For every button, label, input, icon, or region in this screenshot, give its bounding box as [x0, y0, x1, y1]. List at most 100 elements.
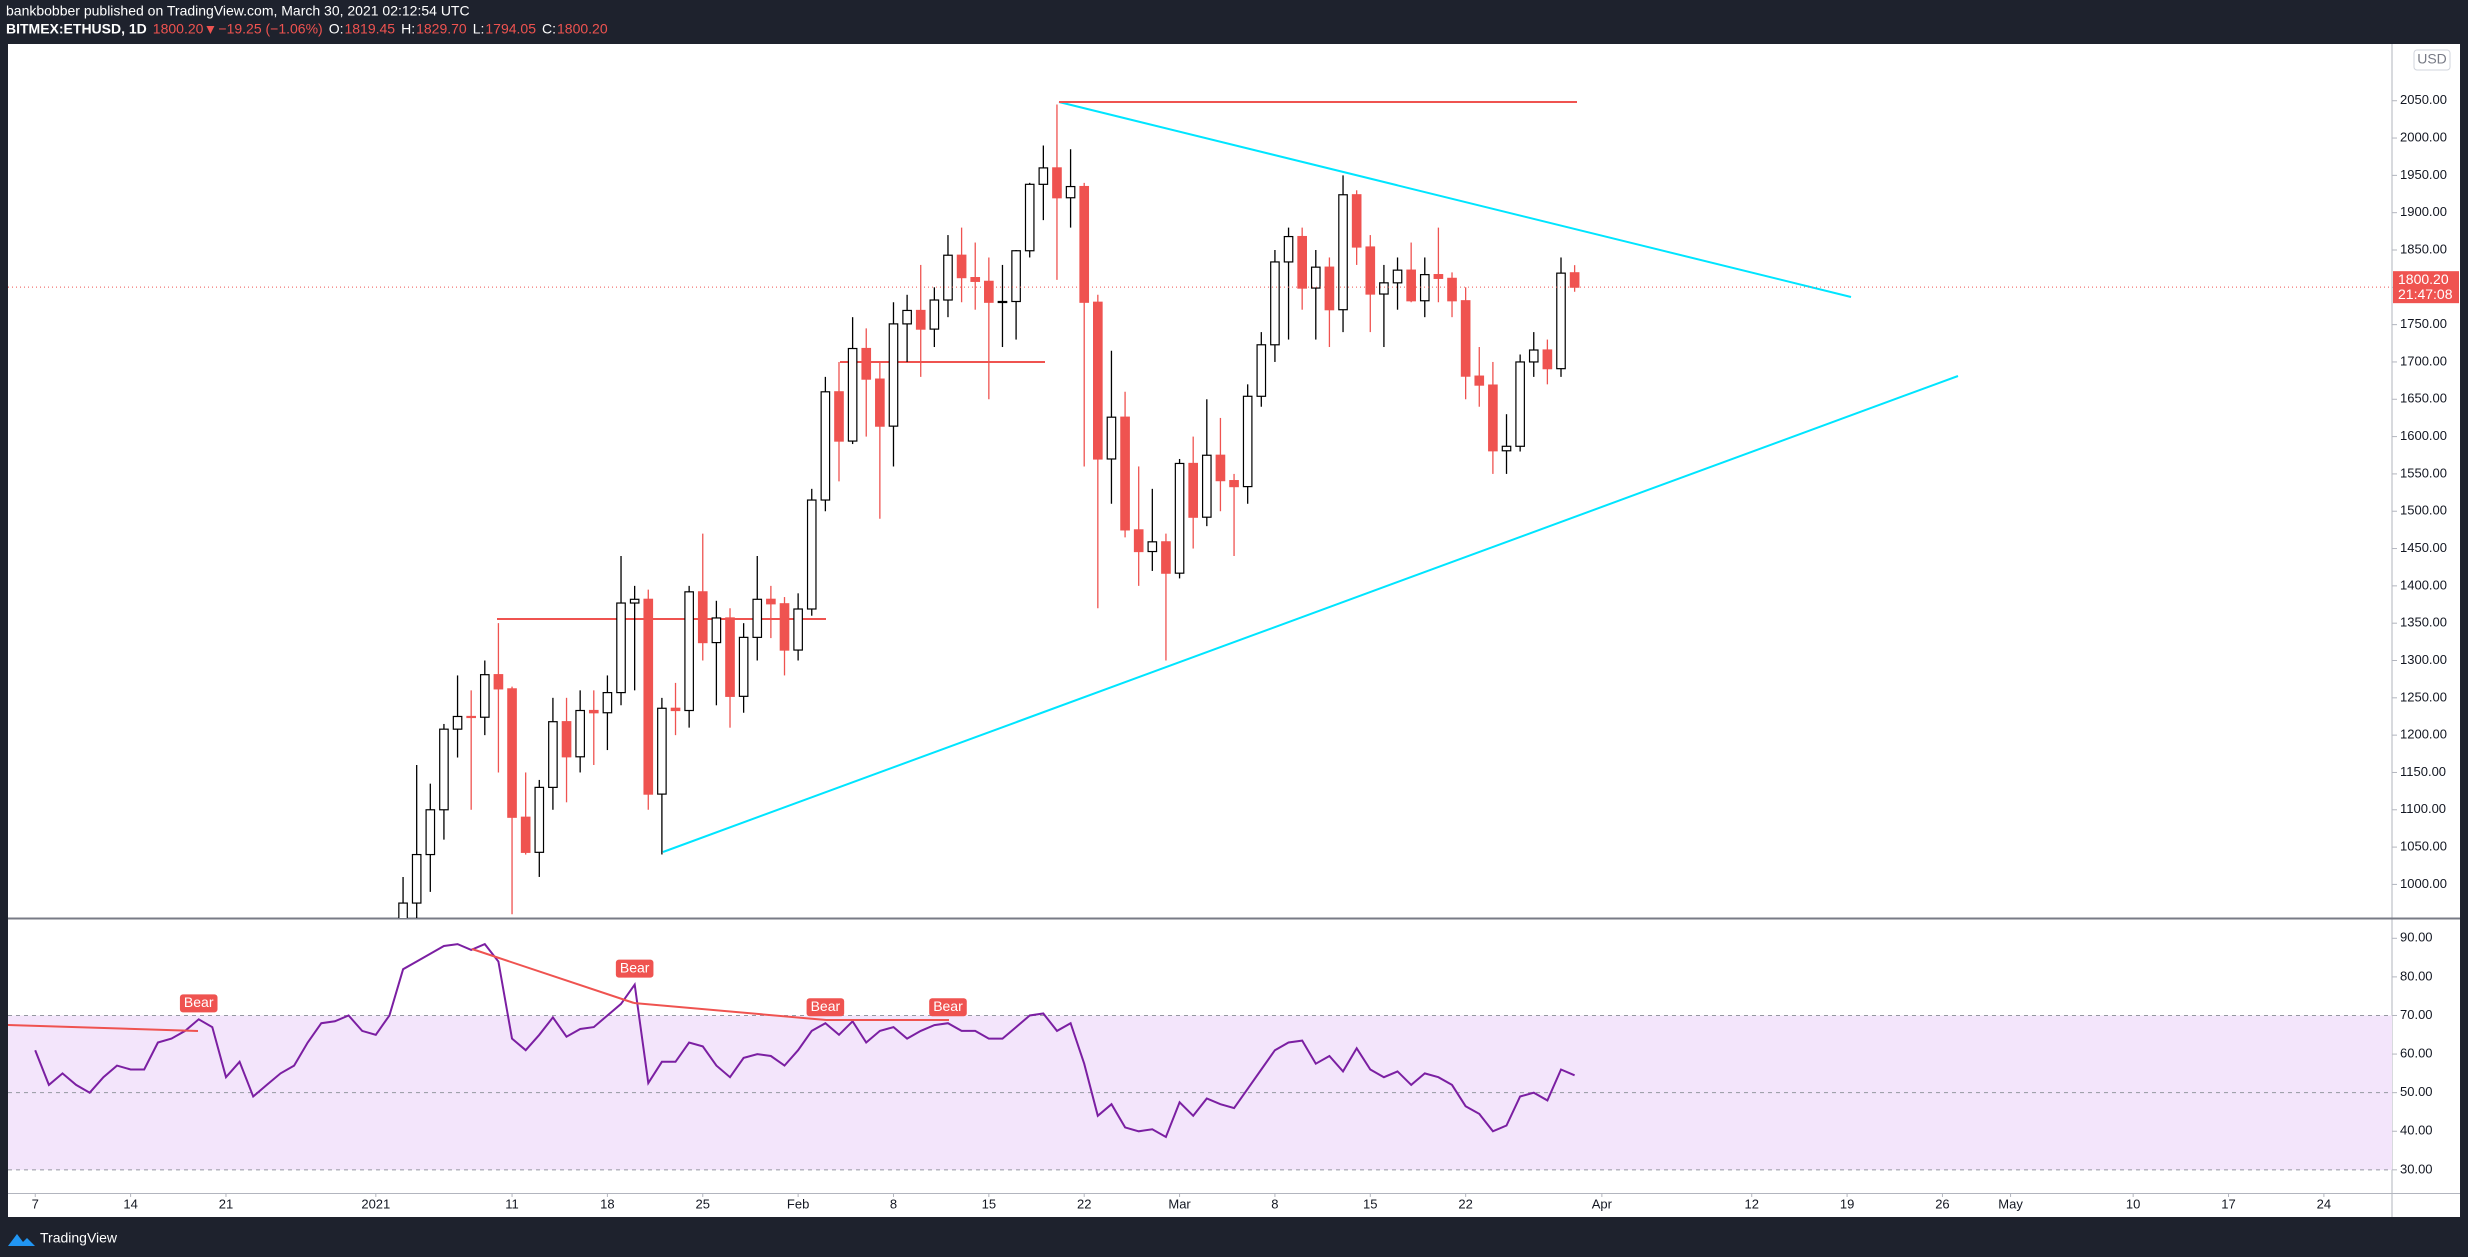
- candle-body: [752, 598, 763, 638]
- candle-body: [670, 707, 681, 712]
- y-tick-label: 1300.00: [2400, 652, 2447, 667]
- candle-body: [1365, 246, 1376, 295]
- candle-body: [479, 674, 490, 718]
- candle-body: [1065, 185, 1076, 199]
- candle-body: [1161, 541, 1171, 574]
- y-tick-label: 2050.00: [2400, 92, 2447, 107]
- x-tick-label: 22: [1458, 1196, 1472, 1211]
- down-arrow: [206, 26, 215, 34]
- candle-body: [602, 691, 613, 714]
- y-tick-label: 1400.00: [2400, 577, 2447, 592]
- currency-button[interactable]: [2413, 49, 2451, 71]
- candle-body: [452, 715, 463, 730]
- candle-body: [1106, 416, 1117, 460]
- legend-field-value: 1829.70: [416, 21, 467, 37]
- candle-body: [1093, 301, 1103, 460]
- divergence-line: [7, 1024, 199, 1032]
- signal-label: Bear: [811, 998, 841, 1014]
- x-tick-label: 8: [1271, 1196, 1278, 1211]
- y-tick-label: 1350.00: [2400, 615, 2447, 630]
- candle-body: [820, 391, 831, 501]
- divergence-line: [633, 1002, 827, 1021]
- rsi-pane: [8, 942, 2392, 1171]
- x-tick-label: 17: [2221, 1196, 2235, 1211]
- candle-body: [861, 347, 872, 380]
- brand: TradingView: [40, 1230, 118, 1246]
- candle-body: [493, 674, 504, 690]
- y-tick-label: 80.00: [2400, 968, 2433, 983]
- y-tick-label: 1850.00: [2400, 241, 2447, 256]
- y-tick-label: 1900.00: [2400, 204, 2447, 219]
- x-tick-label: Mar: [1168, 1196, 1191, 1211]
- candle-body: [1297, 235, 1307, 289]
- candle-body: [1188, 462, 1199, 518]
- signal-tag: [179, 994, 218, 1013]
- candle-body: [657, 707, 667, 795]
- candle-body: [466, 715, 477, 719]
- y-tick-label: 1150.00: [2400, 764, 2446, 779]
- legend-field-label: H:: [401, 21, 415, 37]
- candle-body: [1515, 361, 1525, 447]
- candle-body: [943, 254, 953, 301]
- x-tick-label: 15: [1363, 1196, 1377, 1211]
- y-tick-label: 40.00: [2400, 1123, 2433, 1138]
- candle-body: [1052, 167, 1062, 199]
- signal-label: Bear: [184, 994, 214, 1010]
- last-price-tag: [2393, 271, 2459, 304]
- candle-body: [1324, 266, 1335, 311]
- x-tick-label: 15: [982, 1196, 996, 1211]
- y-tick-label: 2000.00: [2400, 129, 2447, 144]
- y-tick-label: 50.00: [2400, 1084, 2433, 1099]
- candle-body: [588, 709, 599, 714]
- signal-label: Bear: [933, 998, 963, 1014]
- candle-body: [548, 721, 558, 788]
- candle-body: [1569, 272, 1580, 288]
- legend: BITMEX:ETHUSD, 1D 1800.20 −19.25 (−1.06%) O…: [6, 21, 608, 37]
- signal-label: Bear: [620, 959, 650, 975]
- candle-body: [629, 598, 640, 604]
- y-tick-label: 1100.00: [2400, 801, 2446, 816]
- candle-body: [507, 688, 517, 818]
- candle-body: [1460, 300, 1471, 377]
- candle-body: [697, 591, 708, 644]
- candle-body: [1501, 445, 1512, 452]
- y-tick-label: 1450.00: [2400, 540, 2447, 555]
- candle-body: [520, 816, 531, 853]
- x-tick-label: 11: [505, 1196, 519, 1211]
- candle-body: [1133, 529, 1144, 553]
- candle-body: [1120, 416, 1130, 531]
- x-tick-label: 2021: [361, 1196, 390, 1211]
- candle-body: [888, 323, 899, 427]
- x-tick-label: 7: [32, 1196, 39, 1211]
- candle-body: [1229, 480, 1239, 488]
- x-tick-label: 24: [2317, 1196, 2331, 1211]
- candle-body: [779, 603, 790, 651]
- y-tick-label: 1650.00: [2400, 391, 2447, 406]
- candle-body: [1310, 266, 1321, 289]
- x-tick-label: 12: [1744, 1196, 1758, 1211]
- x-tick-label: 25: [696, 1196, 710, 1211]
- signal-tag: [806, 998, 845, 1017]
- x-tick-label: 18: [600, 1196, 614, 1211]
- candle-body: [766, 598, 776, 605]
- candle-body: [834, 391, 844, 442]
- candle-body: [970, 277, 981, 282]
- signal-tag: [929, 998, 967, 1017]
- x-tick-label: 21: [219, 1196, 233, 1211]
- x-tick-label: 19: [1840, 1196, 1854, 1211]
- currency-label: USD: [2417, 51, 2447, 67]
- candle-body: [875, 378, 885, 427]
- candle-body: [725, 617, 735, 697]
- candle-body: [711, 617, 722, 644]
- x-tick-label: Apr: [1592, 1196, 1613, 1211]
- x-tick-label: 10: [2126, 1196, 2140, 1211]
- candle-body: [1038, 167, 1049, 185]
- x-tick-label: 8: [890, 1196, 897, 1211]
- candle-body: [902, 309, 912, 325]
- x-tick-label: 22: [1077, 1196, 1091, 1211]
- candle-body: [806, 499, 817, 610]
- candle-body: [1174, 462, 1185, 574]
- candle-body: [1079, 185, 1090, 303]
- candle-body: [956, 254, 967, 279]
